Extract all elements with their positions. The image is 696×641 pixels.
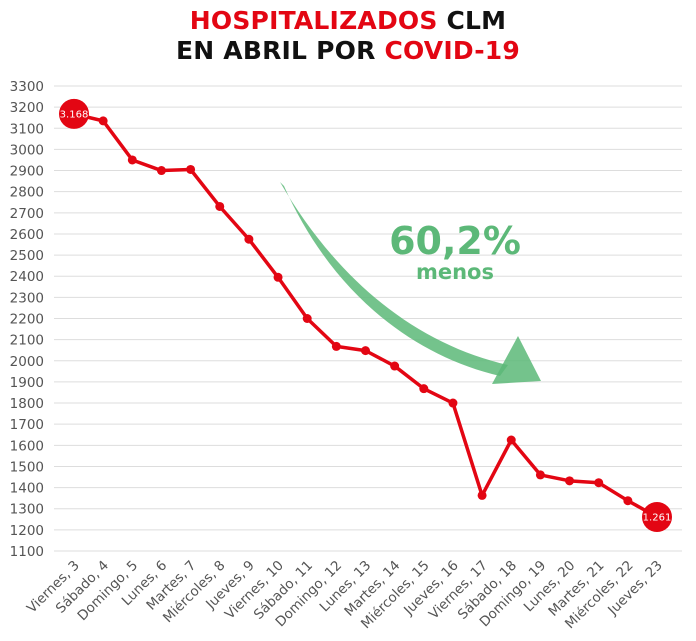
y-tick-label: 2000	[10, 354, 44, 370]
data-point	[448, 398, 458, 408]
data-point	[623, 496, 633, 506]
chart-title-line-2: EN ABRIL POR COVID-19	[0, 36, 696, 65]
title-clm: CLM	[437, 6, 507, 35]
data-point	[98, 116, 108, 126]
percent-annotation: 60,2%	[389, 219, 521, 263]
data-label-badge	[59, 98, 89, 129]
title-hospitalizados: HOSPITALIZADOS	[189, 6, 438, 35]
menos-annotation: menos	[416, 260, 494, 284]
data-point	[506, 435, 516, 445]
data-point	[127, 155, 137, 165]
y-axis-ticks: 1100 1200 1300 1400 1500 1600 1700 1800 1900 2000…	[10, 79, 44, 560]
y-tick-label: 1400	[10, 481, 44, 497]
y-tick-label: 2500	[10, 248, 44, 264]
series-points	[98, 116, 633, 506]
data-label: 3.168	[60, 109, 89, 120]
y-tick-label: 2400	[10, 269, 44, 285]
title-en-abril-por: EN ABRIL POR	[176, 36, 385, 65]
y-tick-label: 3100	[10, 121, 44, 137]
y-tick-label: 2100	[10, 333, 44, 349]
y-tick-label: 1900	[10, 375, 44, 391]
data-point	[215, 201, 225, 211]
data-point	[390, 361, 400, 371]
data-point	[565, 476, 575, 486]
y-tick-label: 1100	[10, 544, 44, 560]
data-point	[361, 346, 370, 356]
data-point	[331, 341, 341, 351]
y-tick-label: 1600	[10, 438, 44, 454]
y-tick-label: 2300	[10, 290, 44, 306]
data-point	[419, 384, 429, 394]
data-point	[156, 166, 166, 176]
y-tick-label: 2200	[10, 312, 44, 328]
data-point	[477, 490, 487, 500]
y-tick-label: 1300	[10, 502, 44, 518]
data-point	[594, 478, 604, 488]
y-tick-label: 3300	[10, 79, 44, 95]
arrow-head	[492, 336, 541, 384]
y-tick-label: 2600	[10, 227, 44, 243]
data-labels: 3.168 1.261	[59, 98, 672, 532]
data-point	[302, 314, 312, 323]
y-tick-label: 1800	[10, 396, 44, 412]
y-tick-label: 2700	[10, 206, 44, 222]
y-tick-label: 1700	[10, 417, 44, 433]
data-point	[244, 234, 254, 244]
y-tick-label: 2800	[10, 185, 44, 201]
data-label-badge	[642, 501, 672, 532]
y-tick-label: 3000	[10, 142, 44, 158]
data-point	[186, 164, 196, 174]
title-covid-19: COVID-19	[384, 36, 520, 65]
y-tick-label: 1200	[10, 523, 44, 539]
y-tick-label: 1500	[10, 459, 44, 475]
data-point	[273, 272, 283, 282]
y-tick-label: 2900	[10, 164, 44, 180]
chart-title-line-1: HOSPITALIZADOS CLM	[0, 6, 696, 35]
data-label: 1.261	[643, 512, 672, 523]
data-point	[535, 470, 545, 480]
curved-down-arrow-icon	[280, 182, 541, 384]
y-tick-label: 3200	[10, 100, 44, 116]
